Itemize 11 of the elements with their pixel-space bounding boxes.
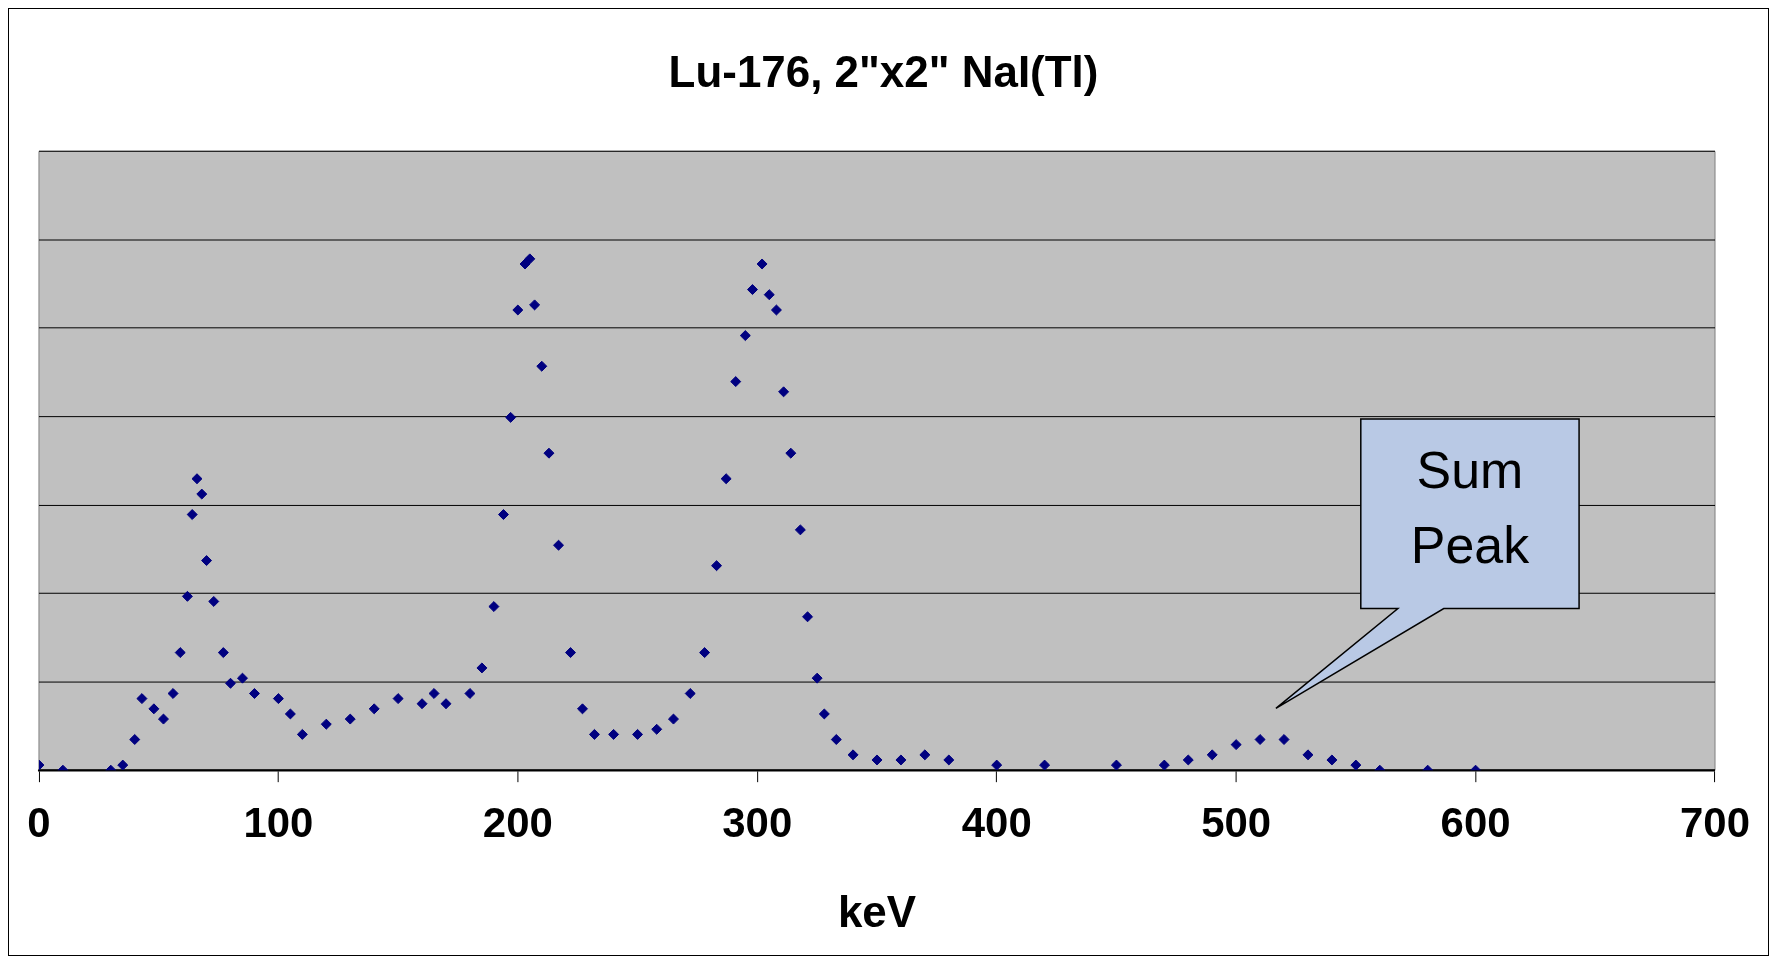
x-tick-label: 600 [1440, 798, 1511, 846]
x-tick-label: 100 [243, 798, 314, 846]
x-tick-label: 400 [961, 798, 1032, 846]
x-tick-label: 0 [27, 798, 51, 846]
x-axis-title: keV [837, 886, 917, 936]
annotation: Sum Peak [1410, 441, 1531, 574]
chart-title: Lu-176, 2"x2" NaI(Tl) [668, 47, 1099, 97]
x-tick-label: 300 [722, 798, 793, 846]
x-tick-label: 200 [482, 798, 553, 846]
x-tick-label: 700 [1680, 798, 1751, 846]
x-tick-label: 500 [1201, 798, 1272, 846]
